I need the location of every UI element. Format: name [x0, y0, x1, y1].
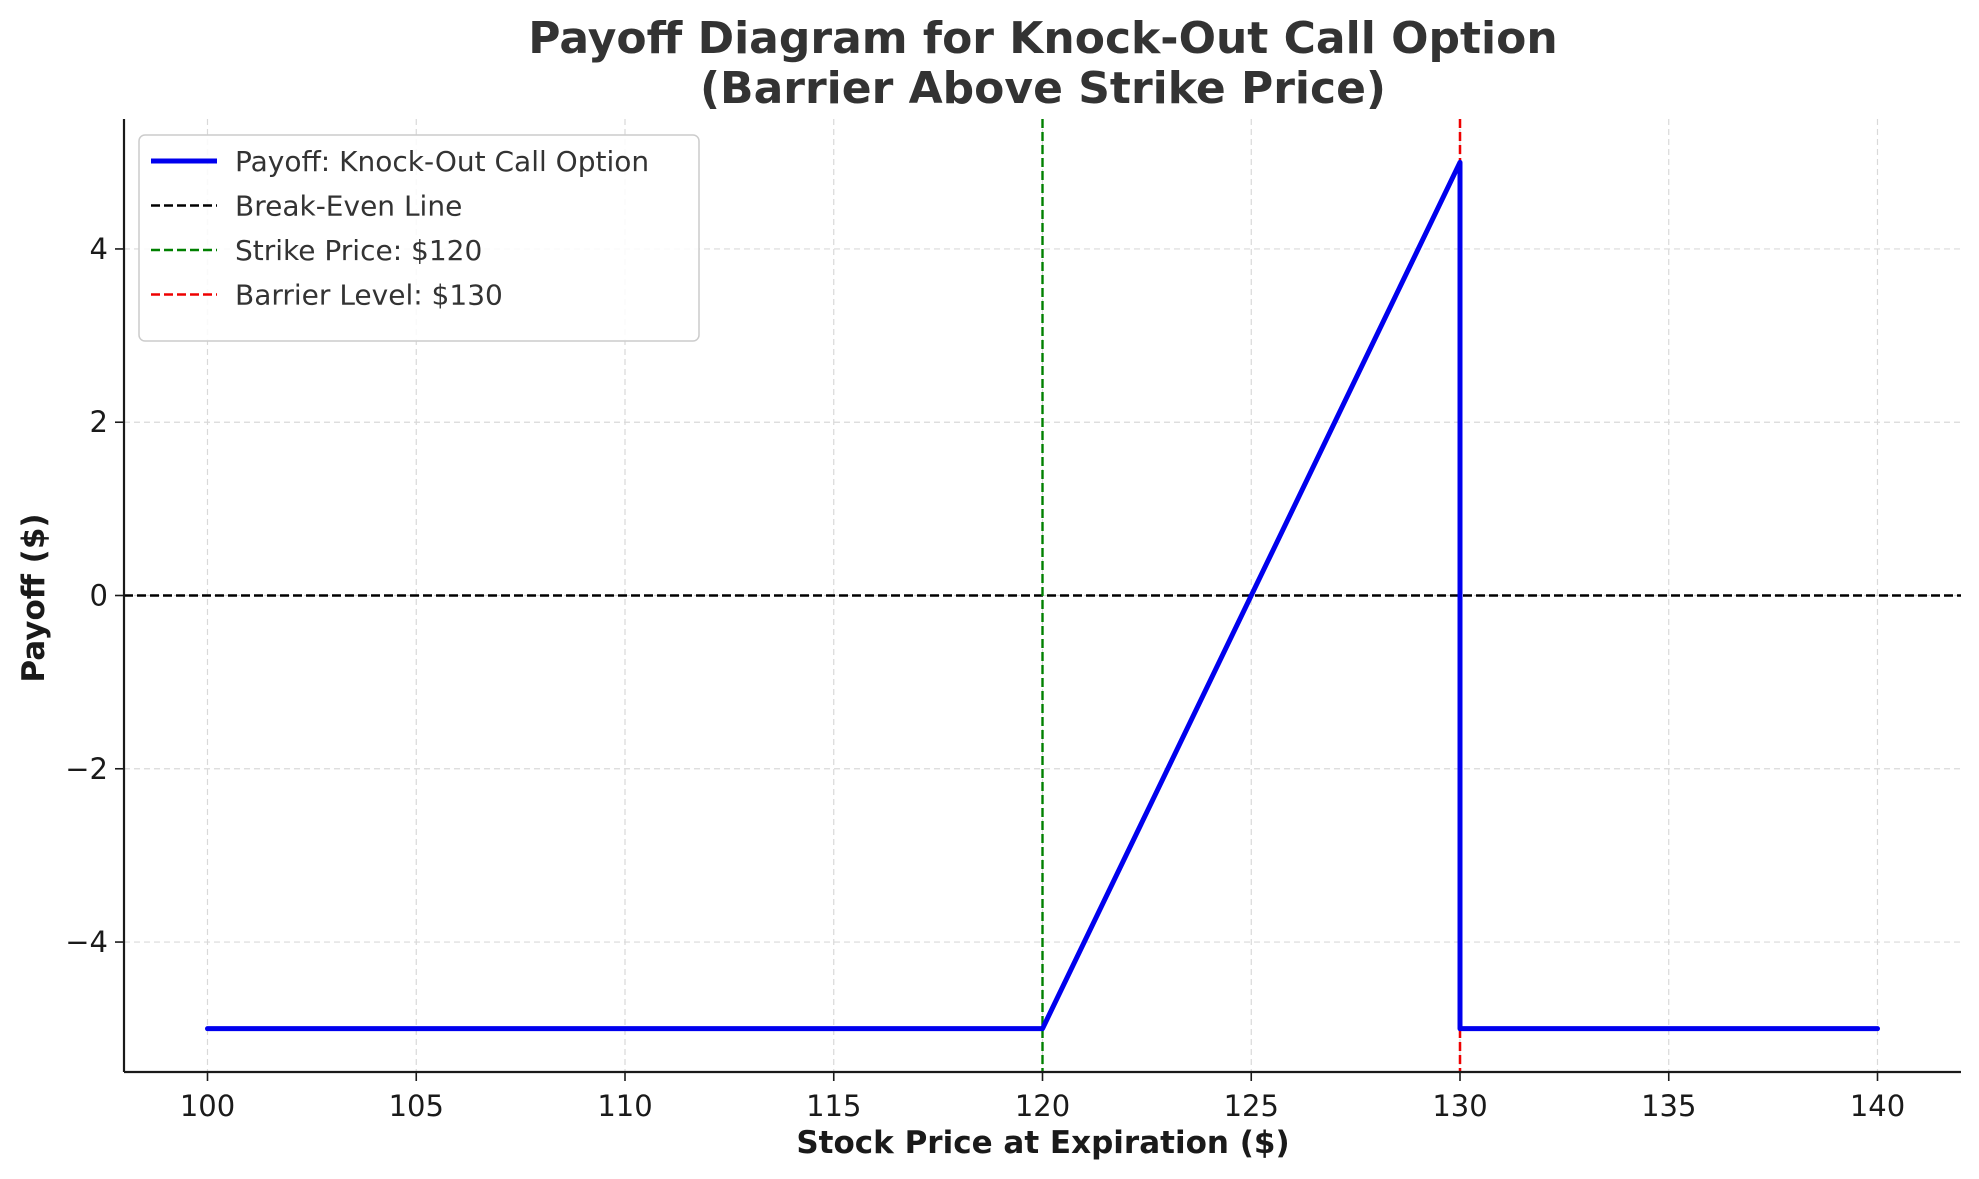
y-tick-label-4: 4 — [90, 232, 108, 266]
chart-title-line-1: Payoff Diagram for Knock-Out Call Option — [528, 13, 1557, 64]
legend-label-0: Payoff: Knock-Out Call Option — [235, 145, 649, 178]
legend-label-2: Strike Price: $120 — [235, 234, 482, 267]
x-tick-label-130: 130 — [1432, 1089, 1487, 1123]
x-tick-label-120: 120 — [1015, 1089, 1070, 1123]
x-axis-ticks: 100 105 110 115 120 125 130 135 140 — [180, 1072, 1905, 1123]
series-line-0 — [205, 159, 1880, 1032]
y-axis-label: Payoff ($) — [16, 513, 52, 682]
series-lines — [205, 159, 1880, 1032]
chart-title-line-2: (Barrier Above Strike Price) — [700, 63, 1386, 114]
x-tick-label-135: 135 — [1641, 1089, 1696, 1123]
x-tick-label-100: 100 — [180, 1089, 235, 1123]
x-tick-label-105: 105 — [389, 1089, 444, 1123]
y-tick-label-0: 0 — [90, 579, 108, 613]
legend-label-1: Break-Even Line — [235, 190, 462, 223]
x-tick-label-140: 140 — [1850, 1089, 1905, 1123]
x-tick-label-115: 115 — [806, 1089, 861, 1123]
legend: Payoff: Knock-Out Call Option Break-Even … — [138, 134, 700, 342]
y-tick-label--2: −2 — [65, 752, 108, 786]
x-axis-label: Stock Price at Expiration ($) — [796, 1125, 1289, 1161]
y-tick-label-2: 2 — [90, 405, 108, 439]
x-tick-label-110: 110 — [597, 1089, 652, 1123]
legend-box — [138, 134, 700, 342]
y-tick-label--4: −4 — [65, 925, 108, 959]
y-axis-ticks: −4 −2 0 2 4 — [65, 232, 124, 959]
legend-label-3: Barrier Level: $130 — [235, 279, 503, 312]
x-tick-label-125: 125 — [1224, 1089, 1279, 1123]
